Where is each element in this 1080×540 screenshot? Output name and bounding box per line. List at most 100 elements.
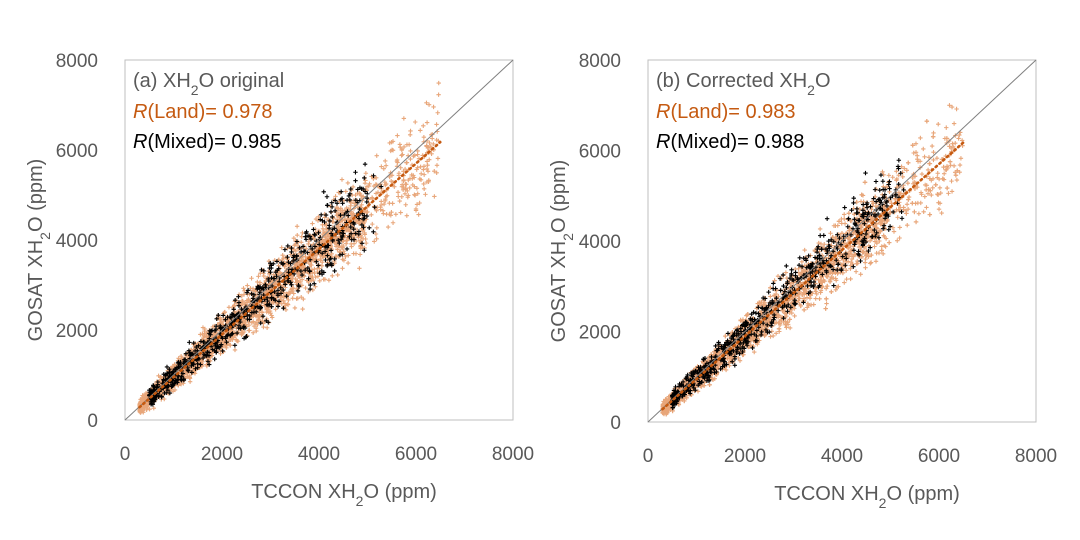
data-point [827, 279, 833, 285]
y-tick-label: 2000 [579, 323, 621, 344]
data-point [397, 198, 402, 204]
data-point [958, 156, 964, 161]
data-point [344, 205, 349, 211]
data-point [294, 224, 300, 229]
data-point [905, 222, 910, 228]
data-point [768, 334, 773, 339]
data-point [374, 225, 380, 231]
data-point [927, 161, 932, 166]
data-point [929, 143, 935, 149]
data-point [226, 305, 232, 310]
data-point [178, 354, 184, 359]
plot-frame [124, 59, 514, 421]
data-point [398, 165, 403, 170]
data-point [340, 266, 345, 271]
data-point [264, 325, 270, 330]
data-point [273, 307, 278, 312]
data-point [935, 171, 940, 176]
data-point [853, 269, 859, 274]
data-point [369, 212, 374, 218]
data-point [951, 121, 957, 126]
data-point [326, 278, 332, 283]
data-point [306, 241, 311, 247]
data-point [303, 234, 308, 239]
data-point [405, 188, 410, 194]
data-point [842, 221, 848, 226]
data-point [418, 171, 424, 176]
data-point [401, 144, 407, 150]
data-point [255, 279, 260, 285]
data-point [249, 276, 254, 281]
data-point [212, 356, 217, 362]
data-point [363, 178, 368, 183]
data-point [362, 162, 368, 167]
data-point [354, 238, 359, 244]
data-point [367, 181, 372, 187]
data-point [370, 221, 375, 227]
data-point [374, 153, 379, 158]
data-point [310, 287, 315, 293]
data-point [835, 223, 840, 228]
data-point [343, 241, 349, 246]
data-point [429, 151, 434, 156]
data-point [813, 296, 818, 301]
data-point [343, 189, 349, 194]
data-point [918, 135, 923, 141]
data-point [299, 277, 305, 282]
data-point [897, 235, 902, 241]
data-point [431, 104, 436, 110]
data-point [873, 259, 879, 264]
data-point [432, 168, 437, 174]
x-tick-label: 0 [120, 444, 131, 465]
x-tick-label: 4000 [821, 446, 863, 467]
data-point [292, 305, 298, 311]
data-point [890, 175, 895, 180]
y-tick-label: 8000 [56, 51, 98, 72]
data-point [949, 178, 954, 184]
data-point [418, 128, 423, 133]
data-point [891, 229, 897, 234]
x-tick-label: 0 [643, 446, 654, 467]
data-point [434, 122, 439, 127]
data-point [817, 296, 822, 301]
data-point [409, 172, 414, 178]
data-point [841, 212, 847, 217]
scatter-panel-a: 0 2000 4000 6000 800002000400060008000TCCON … [25, 51, 534, 509]
data-point [919, 171, 925, 177]
data-point [769, 329, 775, 334]
data-point [879, 244, 884, 249]
data-point [792, 313, 797, 319]
data-point [842, 216, 847, 222]
data-point [335, 247, 340, 252]
data-point [390, 201, 395, 206]
data-point [922, 154, 927, 160]
data-point [401, 178, 406, 184]
data-point [407, 185, 412, 191]
data-point [421, 167, 426, 172]
data-point [868, 260, 874, 265]
data-point [408, 148, 413, 154]
data-point [775, 273, 781, 279]
data-point [221, 349, 226, 355]
y-tick-label: 2000 [56, 321, 98, 342]
data-point [373, 231, 379, 237]
data-point [322, 215, 327, 220]
data-point [271, 272, 276, 277]
data-point [904, 202, 910, 207]
y-tick-label: 4000 [56, 231, 98, 252]
data-point [431, 141, 436, 147]
data-point [246, 322, 252, 328]
data-point [390, 220, 396, 225]
data-point [290, 296, 295, 301]
x-tick-label: 4000 [298, 444, 340, 465]
data-point [423, 192, 428, 197]
data-point [339, 177, 345, 182]
data-point [434, 163, 440, 168]
data-point [330, 219, 335, 224]
data-point [408, 156, 413, 162]
data-point [807, 296, 813, 301]
data-point [310, 221, 315, 226]
data-point [911, 150, 916, 156]
data-point [383, 158, 388, 164]
data-point [401, 116, 407, 121]
